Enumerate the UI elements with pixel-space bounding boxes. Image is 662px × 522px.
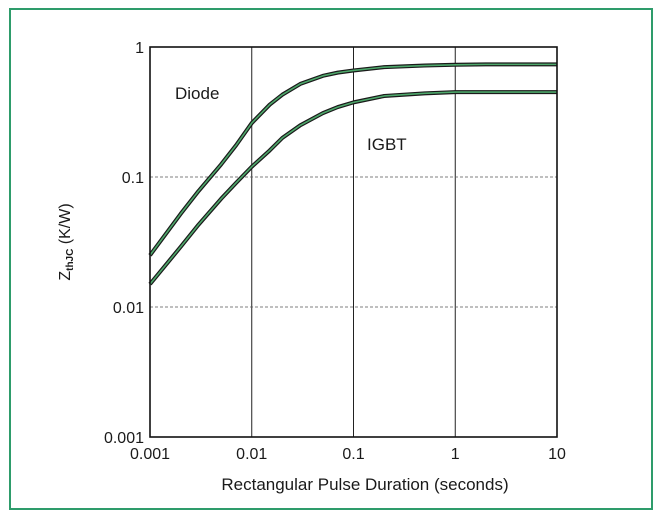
x-tick-label: 0.001 — [130, 446, 170, 463]
y-axis-label: ZthJC (K/W) — [57, 203, 76, 280]
x-tick-label: 1 — [451, 446, 460, 463]
x-axis-label: Rectangular Pulse Duration (seconds) — [221, 475, 508, 494]
x-tick-label: 0.01 — [236, 446, 267, 463]
y-axis-label-main: Z — [57, 271, 74, 281]
x-tick-label: 10 — [548, 446, 566, 463]
series-line-igbt-highlight — [149, 91, 557, 285]
plot-area-border — [149, 46, 558, 438]
series-line-diode-highlight — [149, 63, 557, 256]
x-tick-label: 0.1 — [342, 446, 364, 463]
grid — [150, 47, 557, 437]
y-axis-label-unit: (K/W) — [57, 203, 74, 248]
y-axis-label-subscript: thJC — [65, 249, 76, 271]
y-tick-label: 0.001 — [104, 430, 144, 447]
series-label-diode: Diode — [175, 84, 219, 103]
y-tick-label: 0.01 — [113, 300, 144, 317]
series-label-igbt: IGBT — [367, 135, 407, 154]
y-tick-label: 0.1 — [122, 170, 144, 187]
series-layer — [148, 62, 557, 286]
y-tick-label: 1 — [135, 40, 144, 57]
axis-ticks: 0.001 0.01 0.1 1 10 0.001 0.01 0.1 1 — [104, 40, 566, 463]
